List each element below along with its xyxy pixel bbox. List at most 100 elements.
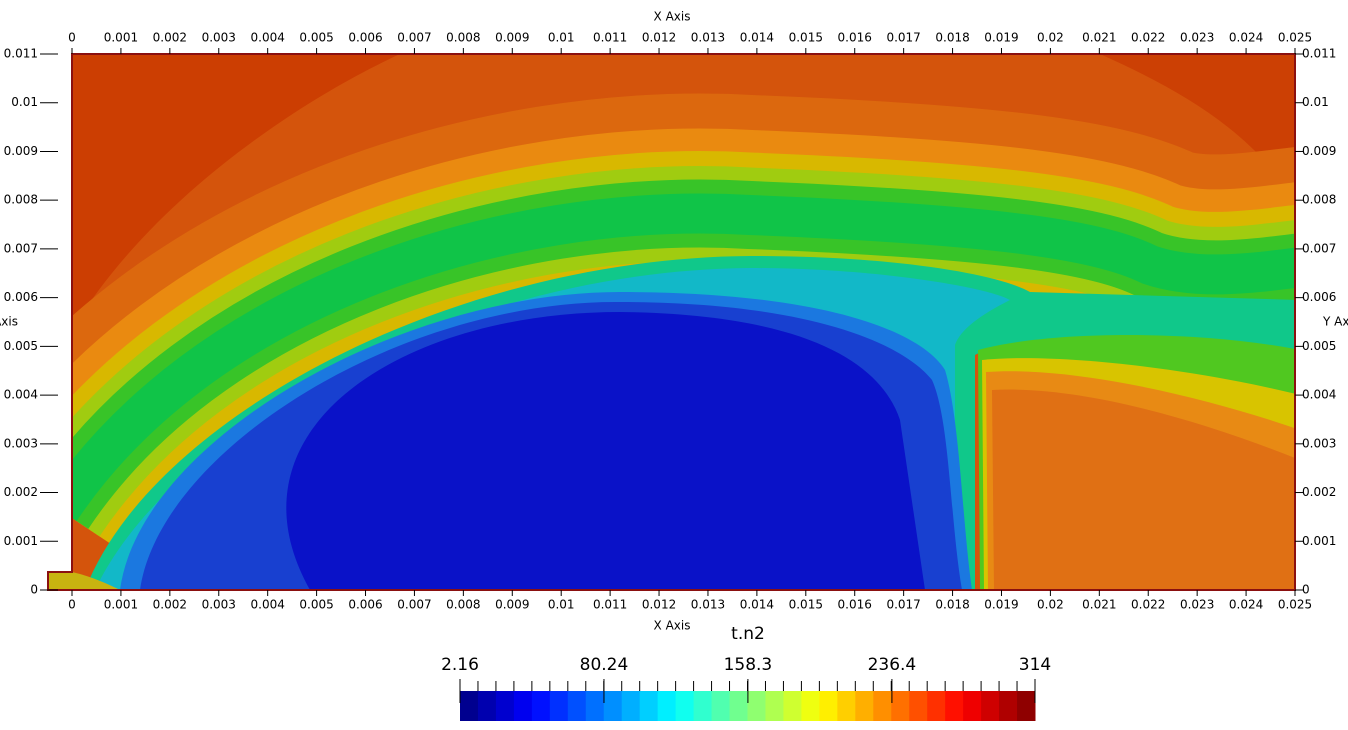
x-tick-label-bottom: 0.018 — [935, 598, 969, 612]
y-tick-label-left: 0.002 — [4, 485, 38, 499]
colorbar-band — [513, 691, 533, 721]
y-tick-label-left: 0.011 — [4, 47, 38, 61]
x-tick-label-bottom: 0.023 — [1180, 598, 1214, 612]
y-tick-label-left: 0.007 — [4, 241, 38, 255]
colorbar-band — [495, 691, 515, 721]
x-tick-label-top: 0.011 — [593, 31, 627, 45]
x-tick-label-bottom: 0.02 — [1037, 598, 1064, 612]
x-tick-label-bottom: 0.022 — [1131, 598, 1165, 612]
colorbar-band — [909, 691, 928, 721]
colorbar-band — [711, 691, 731, 721]
colorbar-band — [855, 691, 874, 721]
x-tick-label-bottom: 0.001 — [104, 598, 138, 612]
colorbar-band — [585, 691, 605, 721]
x-axis-title-top: X Axis — [654, 10, 691, 24]
y-tick-label-left: 0.009 — [4, 144, 38, 158]
y-tick-label-right: 0.01 — [1302, 95, 1329, 109]
colorbar-title: t.n2 — [731, 624, 765, 644]
x-tick-label-top: 0.009 — [495, 31, 529, 45]
x-tick-label-top: 0.023 — [1180, 31, 1214, 45]
y-tick-label-left: 0 — [30, 583, 38, 597]
x-tick-label-bottom: 0.024 — [1229, 598, 1263, 612]
colorbar-tick-label: 314 — [1019, 655, 1051, 675]
x-tick-label-top: 0.013 — [691, 31, 725, 45]
colorbar-band — [675, 691, 695, 721]
x-tick-label-bottom: 0.025 — [1278, 598, 1312, 612]
x-axis-title-bottom: X Axis — [654, 619, 691, 633]
x-tick-label-bottom: 0.015 — [789, 598, 823, 612]
colorbar-tick-label: 236.4 — [868, 655, 917, 675]
colorbar-band — [621, 691, 641, 721]
x-tick-label-top: 0.025 — [1278, 31, 1312, 45]
x-tick-label-top: 0.006 — [348, 31, 382, 45]
x-tick-label-top: 0.007 — [397, 31, 431, 45]
colorbar-tick-label: 80.24 — [580, 655, 629, 675]
x-tick-label-bottom: 0.006 — [348, 598, 382, 612]
colorbar-band — [531, 691, 551, 721]
x-tick-label-top: 0.017 — [886, 31, 920, 45]
y-tick-label-left: 0.005 — [4, 339, 38, 353]
x-tick-label-bottom: 0.008 — [446, 598, 480, 612]
x-tick-label-top: 0.024 — [1229, 31, 1263, 45]
x-tick-label-bottom: 0.012 — [642, 598, 676, 612]
x-tick-label-top: 0.003 — [202, 31, 236, 45]
colorbar-band — [927, 691, 946, 721]
colorbar-band — [1017, 691, 1036, 721]
colorbar-band — [639, 691, 659, 721]
y-tick-label-left: 0.006 — [4, 290, 38, 304]
x-tick-label-top: 0.004 — [251, 31, 285, 45]
y-tick-label-right: 0.002 — [1302, 485, 1336, 499]
x-tick-label-bottom: 0.021 — [1082, 598, 1116, 612]
x-tick-label-bottom: 0.003 — [202, 598, 236, 612]
colorbar-band — [963, 691, 982, 721]
x-tick-label-bottom: 0.014 — [740, 598, 774, 612]
x-tick-label-bottom: 0.016 — [838, 598, 872, 612]
colorbar-band — [567, 691, 587, 721]
y-tick-label-left: 0.001 — [4, 534, 38, 548]
y-tick-label-right: 0.011 — [1302, 47, 1336, 61]
y-tick-label-right: 0.001 — [1302, 534, 1336, 548]
colorbar-band — [729, 691, 748, 721]
colorbar-band — [765, 691, 784, 721]
y-tick-label-right: 0.008 — [1302, 193, 1336, 207]
colorbar-band — [477, 691, 497, 721]
field — [48, 54, 1295, 590]
colorbar-band — [657, 691, 677, 721]
y-tick-label-right: 0.003 — [1302, 436, 1336, 450]
x-tick-label-bottom: 0.019 — [984, 598, 1018, 612]
x-tick-label-top: 0.021 — [1082, 31, 1116, 45]
x-tick-label-top: 0.016 — [838, 31, 872, 45]
x-tick-label-bottom: 0.009 — [495, 598, 529, 612]
colorbar-band — [891, 691, 910, 721]
y-tick-label-left: 0.003 — [4, 436, 38, 450]
x-tick-label-bottom: 0.013 — [691, 598, 725, 612]
colorbar-band — [460, 691, 479, 721]
x-tick-label-bottom: 0.004 — [251, 598, 285, 612]
colorbar-band — [873, 691, 892, 721]
colorbar-band — [999, 691, 1018, 721]
x-tick-label-top: 0.018 — [935, 31, 969, 45]
y-tick-label-right: 0.005 — [1302, 339, 1336, 353]
x-tick-label-top: 0.001 — [104, 31, 138, 45]
colorbar-band — [747, 691, 766, 721]
x-tick-label-top: 0.015 — [789, 31, 823, 45]
x-tick-label-bottom: 0.005 — [299, 598, 333, 612]
x-tick-label-top: 0.019 — [984, 31, 1018, 45]
y-tick-label-right: 0.004 — [1302, 388, 1336, 402]
y-tick-label-right: 0.009 — [1302, 144, 1336, 158]
colorbar-band — [819, 691, 838, 721]
x-tick-label-bottom: 0.017 — [886, 598, 920, 612]
x-tick-label-bottom: 0.002 — [153, 598, 187, 612]
x-tick-label-top: 0.002 — [153, 31, 187, 45]
x-tick-label-top: 0.014 — [740, 31, 774, 45]
y-axis-title-left: Y Axis — [0, 315, 18, 329]
y-tick-label-left: 0.008 — [4, 193, 38, 207]
x-tick-label-top: 0 — [68, 31, 76, 45]
colorbar: 2.16 80.24 158.3 236.4 314 — [441, 655, 1051, 721]
colorbar-band — [945, 691, 964, 721]
x-tick-label-top: 0.01 — [548, 31, 575, 45]
x-tick-label-top: 0.005 — [299, 31, 333, 45]
y-tick-label-right: 0.007 — [1302, 241, 1336, 255]
colorbar-band — [693, 691, 713, 721]
